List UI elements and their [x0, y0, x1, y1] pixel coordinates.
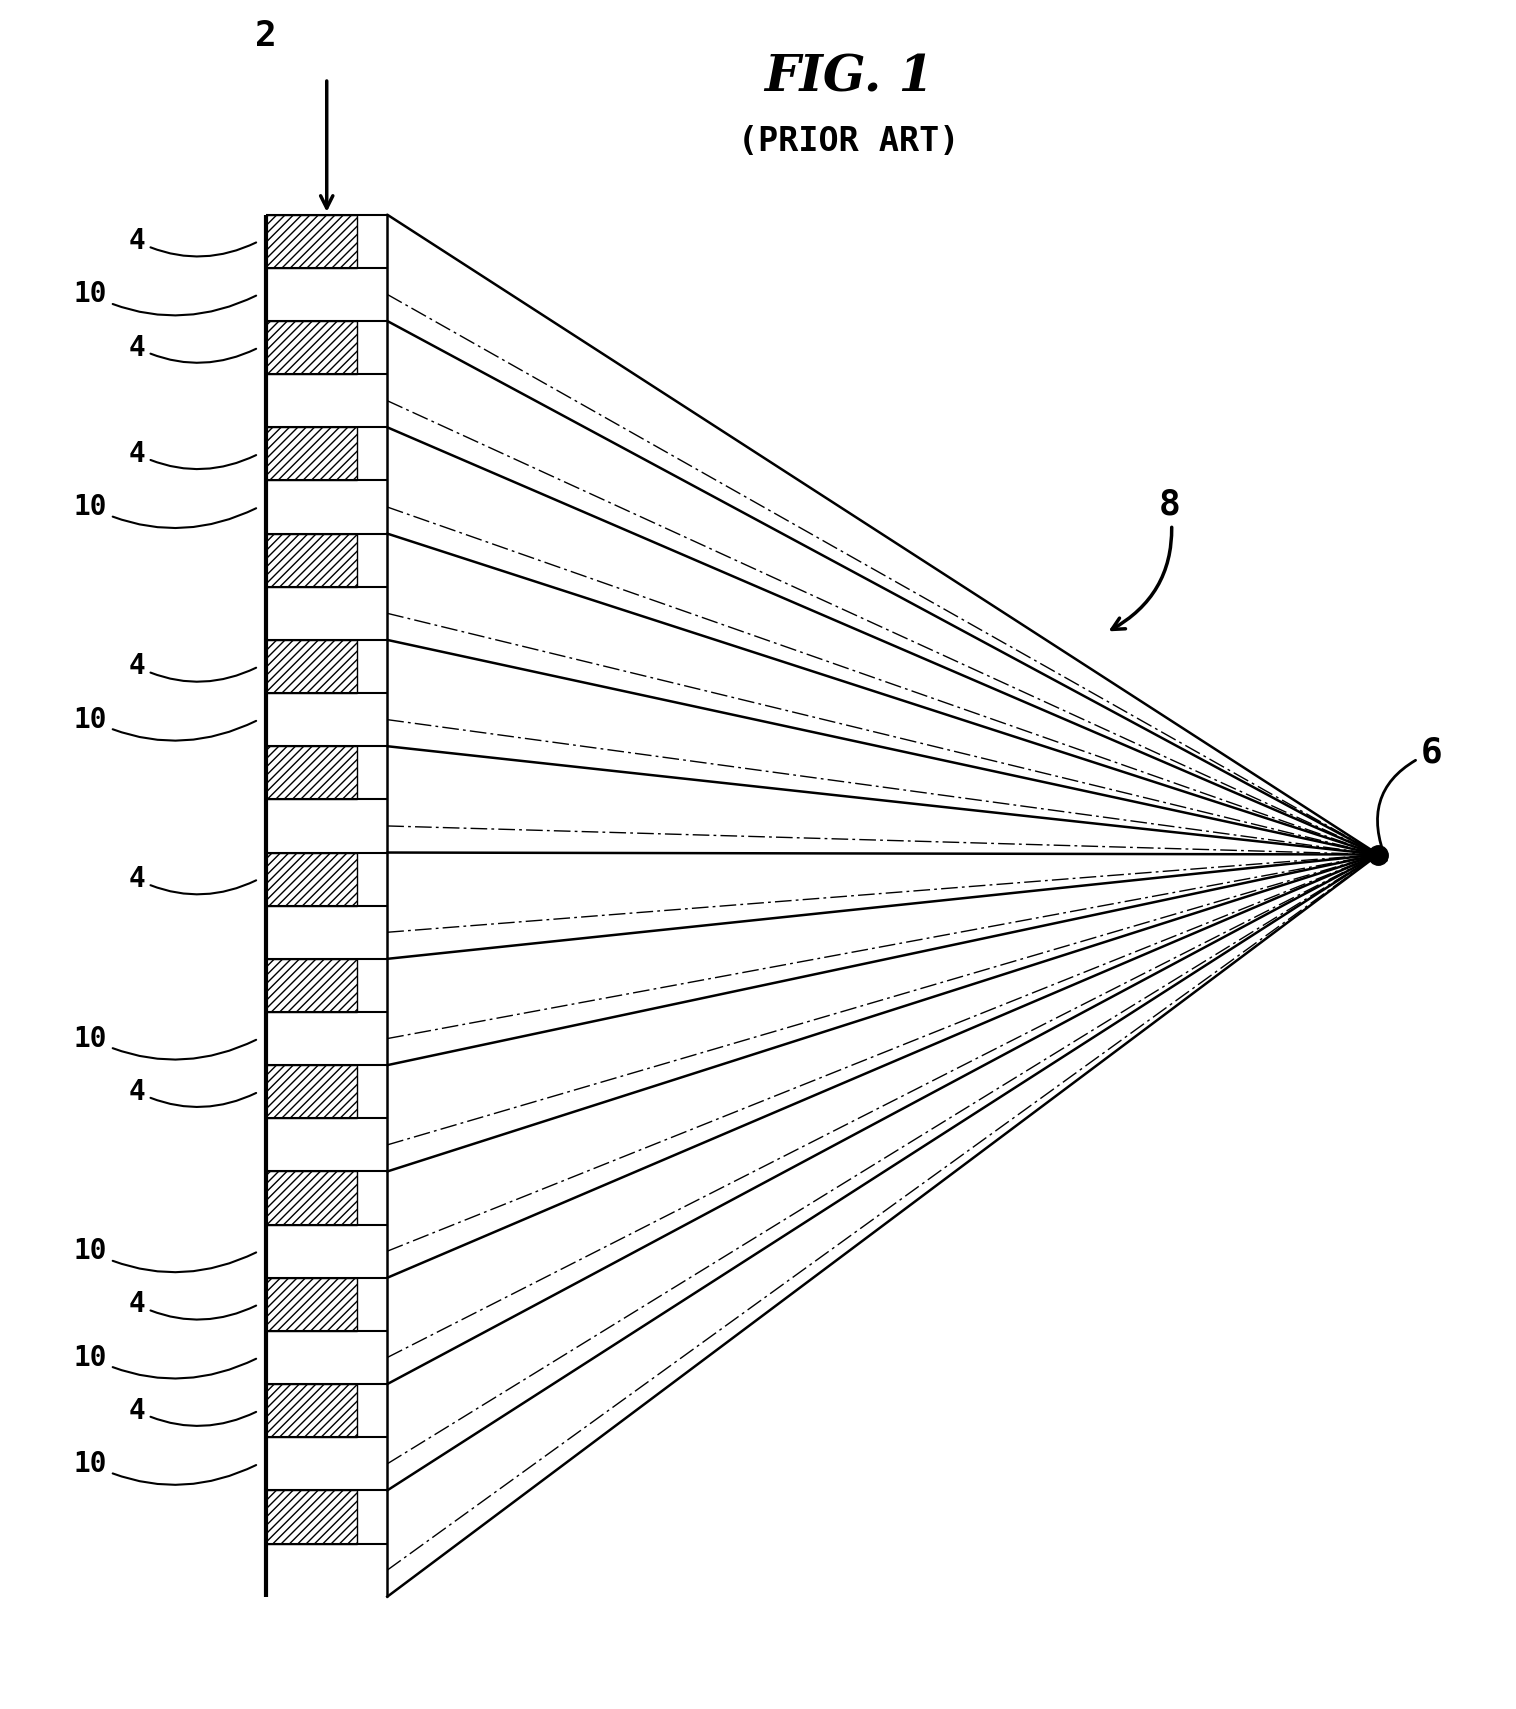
Text: FIG. 1: FIG. 1: [764, 53, 934, 103]
Text: 4: 4: [129, 1396, 256, 1425]
Text: 10: 10: [74, 1237, 256, 1271]
Text: 4: 4: [129, 1290, 256, 1319]
Bar: [267, 1490, 356, 1543]
Text: 4: 4: [129, 653, 256, 682]
Text: 4: 4: [129, 227, 256, 256]
Bar: [267, 1278, 356, 1331]
Bar: [267, 533, 356, 586]
Text: 4: 4: [129, 1078, 256, 1107]
Text: 10: 10: [74, 280, 256, 316]
Bar: [267, 853, 356, 906]
Bar: [267, 427, 356, 480]
Text: 6: 6: [1378, 735, 1443, 860]
Text: 10: 10: [74, 1449, 256, 1485]
Text: 10: 10: [74, 492, 256, 528]
Bar: [267, 1384, 356, 1437]
Text: 4: 4: [129, 865, 256, 894]
Text: 8: 8: [1111, 487, 1181, 629]
Text: 10: 10: [74, 1343, 256, 1379]
Text: 10: 10: [74, 706, 256, 740]
Bar: [267, 1065, 356, 1118]
Text: 4: 4: [129, 333, 256, 362]
Text: (PRIOR ART): (PRIOR ART): [738, 125, 960, 157]
Bar: [267, 639, 356, 694]
Text: 10: 10: [74, 1025, 256, 1060]
Bar: [267, 321, 356, 374]
Bar: [267, 215, 356, 268]
Text: 2: 2: [255, 19, 277, 53]
Bar: [267, 1171, 356, 1225]
Text: 4: 4: [129, 439, 256, 468]
Bar: [267, 959, 356, 1012]
Bar: [267, 747, 356, 800]
